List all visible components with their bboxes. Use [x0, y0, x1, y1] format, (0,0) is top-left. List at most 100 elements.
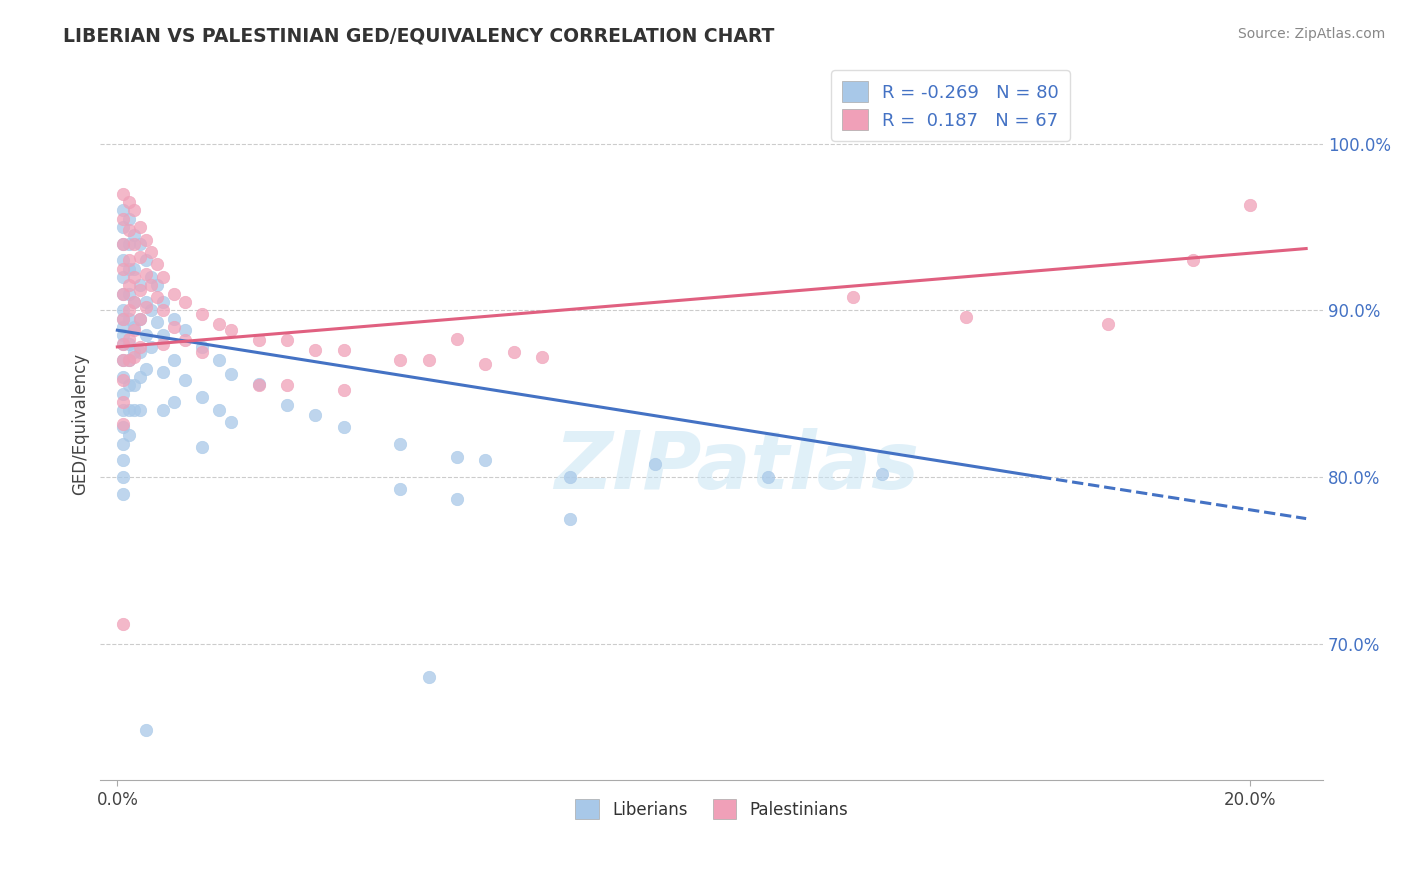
Point — [111, 311, 134, 326]
Point — [124, 294, 146, 309]
Point — [111, 319, 134, 334]
Point — [304, 409, 326, 423]
Point — [111, 336, 134, 351]
Point — [135, 267, 157, 281]
Point — [141, 303, 163, 318]
Point — [124, 203, 146, 218]
Point — [118, 286, 141, 301]
Point — [124, 403, 146, 417]
Point — [118, 253, 141, 268]
Point — [152, 294, 174, 309]
Point — [146, 315, 169, 329]
Point — [219, 367, 242, 381]
Point — [124, 323, 146, 337]
Point — [141, 269, 163, 284]
Point — [174, 294, 197, 309]
Point — [111, 269, 134, 284]
Point — [111, 303, 134, 318]
Point — [135, 300, 157, 314]
Point — [141, 278, 163, 293]
Point — [111, 373, 134, 387]
Point — [111, 353, 134, 368]
Point — [118, 403, 141, 417]
Point — [870, 467, 893, 481]
Point — [111, 203, 134, 218]
Point — [111, 486, 134, 500]
Point — [276, 398, 298, 412]
Point — [111, 417, 134, 431]
Point — [129, 278, 152, 293]
Point — [129, 345, 152, 359]
Point — [446, 491, 468, 506]
Point — [163, 286, 186, 301]
Point — [174, 323, 197, 337]
Point — [118, 353, 141, 368]
Point — [191, 340, 214, 354]
Point — [135, 328, 157, 343]
Point — [111, 336, 134, 351]
Point — [333, 420, 356, 434]
Point — [111, 236, 134, 251]
Point — [111, 253, 134, 268]
Point — [502, 345, 524, 359]
Point — [129, 236, 152, 251]
Point — [152, 328, 174, 343]
Point — [124, 236, 146, 251]
Point — [842, 290, 865, 304]
Point — [111, 370, 134, 384]
Point — [163, 311, 186, 326]
Point — [111, 470, 134, 484]
Point — [124, 228, 146, 243]
Point — [118, 332, 141, 346]
Point — [124, 350, 146, 364]
Point — [129, 311, 152, 326]
Point — [111, 616, 134, 631]
Point — [208, 403, 231, 417]
Point — [530, 350, 553, 364]
Point — [418, 353, 440, 368]
Point — [124, 261, 146, 276]
Point — [152, 403, 174, 417]
Point — [219, 415, 242, 429]
Point — [118, 336, 141, 351]
Point — [174, 373, 197, 387]
Point — [446, 450, 468, 464]
Point — [111, 420, 134, 434]
Point — [111, 386, 134, 401]
Point — [152, 303, 174, 318]
Point — [389, 353, 412, 368]
Point — [276, 333, 298, 347]
Point — [124, 378, 146, 392]
Point — [111, 436, 134, 450]
Point — [418, 670, 440, 684]
Point — [124, 294, 146, 309]
Point — [1097, 317, 1119, 331]
Point — [208, 353, 231, 368]
Point — [955, 310, 977, 324]
Point — [304, 343, 326, 358]
Point — [247, 333, 270, 347]
Point — [111, 403, 134, 417]
Point — [118, 378, 141, 392]
Point — [118, 194, 141, 209]
Point — [333, 383, 356, 397]
Point — [129, 340, 152, 354]
Point — [118, 303, 141, 318]
Point — [560, 511, 582, 525]
Point — [247, 378, 270, 392]
Point — [118, 353, 141, 368]
Point — [146, 278, 169, 293]
Point — [118, 211, 141, 226]
Point — [124, 319, 146, 334]
Point — [141, 340, 163, 354]
Point — [146, 290, 169, 304]
Point — [474, 357, 496, 371]
Point — [135, 361, 157, 376]
Point — [111, 328, 134, 343]
Point — [111, 219, 134, 234]
Point — [474, 453, 496, 467]
Point — [111, 395, 134, 409]
Point — [135, 253, 157, 268]
Text: Source: ZipAtlas.com: Source: ZipAtlas.com — [1237, 27, 1385, 41]
Point — [135, 233, 157, 247]
